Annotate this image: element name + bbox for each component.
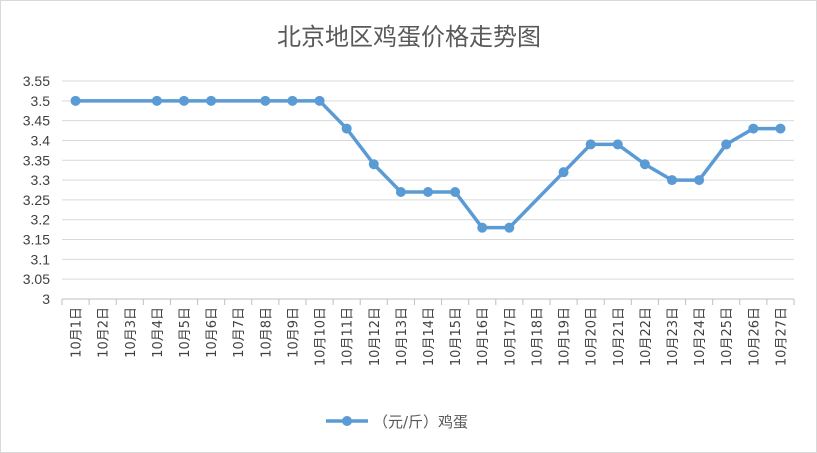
x-tick-label: 10月12日 <box>368 307 383 366</box>
data-point <box>395 186 406 197</box>
x-axis: 10月1日 10月2日 10月3日 10月4日 10月5日 10月6日 10月7日 10月8日… <box>61 299 795 366</box>
y-tick-label: 3.35 <box>23 152 50 168</box>
x-tick-label: 10月14日 <box>422 307 437 366</box>
legend-label: （元/斤）鸡蛋 <box>373 413 468 431</box>
data-point <box>748 123 759 134</box>
y-tick-label: 3.45 <box>23 113 50 129</box>
x-tick-label: 10月9日 <box>286 307 301 358</box>
data-point <box>558 167 569 178</box>
data-point <box>314 95 325 106</box>
x-tick-label: 10月7日 <box>232 307 247 358</box>
x-tick-label: 10月20日 <box>585 307 600 366</box>
x-tick-label: 10月19日 <box>558 307 573 366</box>
y-tick-label: 3 <box>42 291 50 307</box>
data-point <box>423 186 433 197</box>
x-tick-label: 10月15日 <box>449 307 464 366</box>
y-tick-label: 3.15 <box>23 232 50 248</box>
y-tick-label: 3.5 <box>31 93 51 109</box>
data-point <box>477 222 488 233</box>
data-point <box>721 139 732 150</box>
y-tick-label: 3.1 <box>31 251 51 267</box>
x-tick-label: 10月22日 <box>639 307 654 366</box>
x-tick-label: 10月2日 <box>97 307 112 358</box>
y-tick-label: 3.3 <box>31 172 51 188</box>
x-tick-label: 10月25日 <box>720 307 735 366</box>
data-point <box>585 139 596 150</box>
y-tick-label: 3.25 <box>23 192 50 208</box>
x-tick-label: 10月5日 <box>178 307 193 358</box>
x-tick-label: 10月17日 <box>503 307 518 366</box>
y-tick-label: 3.05 <box>23 271 50 287</box>
legend: （元/斤）鸡蛋 <box>326 413 468 431</box>
data-point <box>775 123 786 134</box>
data-point <box>70 95 81 106</box>
series-line <box>75 99 781 230</box>
x-tick-label: 10月23日 <box>666 307 681 366</box>
x-tick-label: 10月3日 <box>124 307 139 358</box>
x-tick-label: 10月27日 <box>774 307 789 366</box>
data-point <box>260 95 271 106</box>
data-point <box>287 95 298 106</box>
x-tick-label: 10月1日 <box>70 307 85 358</box>
x-tick-label: 10月8日 <box>259 307 274 358</box>
data-point <box>694 175 705 186</box>
y-tick-label: 3.2 <box>31 212 51 228</box>
y-tick-label: 3.55 <box>23 73 50 89</box>
y-axis-ticks: 3.55 3.5 3.45 3.4 3.35 3.3 3.25 3.2 3.15 3.1 3.05 3 <box>23 73 50 307</box>
x-tick-label: 10月6日 <box>205 307 220 358</box>
data-point <box>504 222 515 233</box>
x-tick-label: 10月18日 <box>530 307 545 366</box>
x-tick-label: 10月10日 <box>314 307 329 366</box>
y-tick-label: 3.4 <box>31 132 51 148</box>
x-tick-label: 10月11日 <box>341 307 356 366</box>
data-point <box>341 123 352 134</box>
x-tick-label: 10月21日 <box>612 307 627 366</box>
data-point <box>151 95 162 106</box>
x-tick-label: 10月13日 <box>395 307 410 366</box>
data-point <box>206 95 217 106</box>
x-tick-label: 10月24日 <box>693 307 708 366</box>
data-point <box>450 186 461 197</box>
x-tick-label: 10月26日 <box>747 307 762 366</box>
data-point <box>639 159 650 170</box>
data-point <box>612 139 623 150</box>
data-point <box>368 159 379 170</box>
series-eggs <box>70 95 786 233</box>
data-point <box>667 175 677 186</box>
chart-title: 北京地区鸡蛋价格走势图 <box>277 23 541 51</box>
x-tick-label: 10月4日 <box>151 307 166 358</box>
legend-marker <box>342 416 352 426</box>
data-point <box>179 95 189 106</box>
x-tick-label: 10月16日 <box>476 307 491 366</box>
